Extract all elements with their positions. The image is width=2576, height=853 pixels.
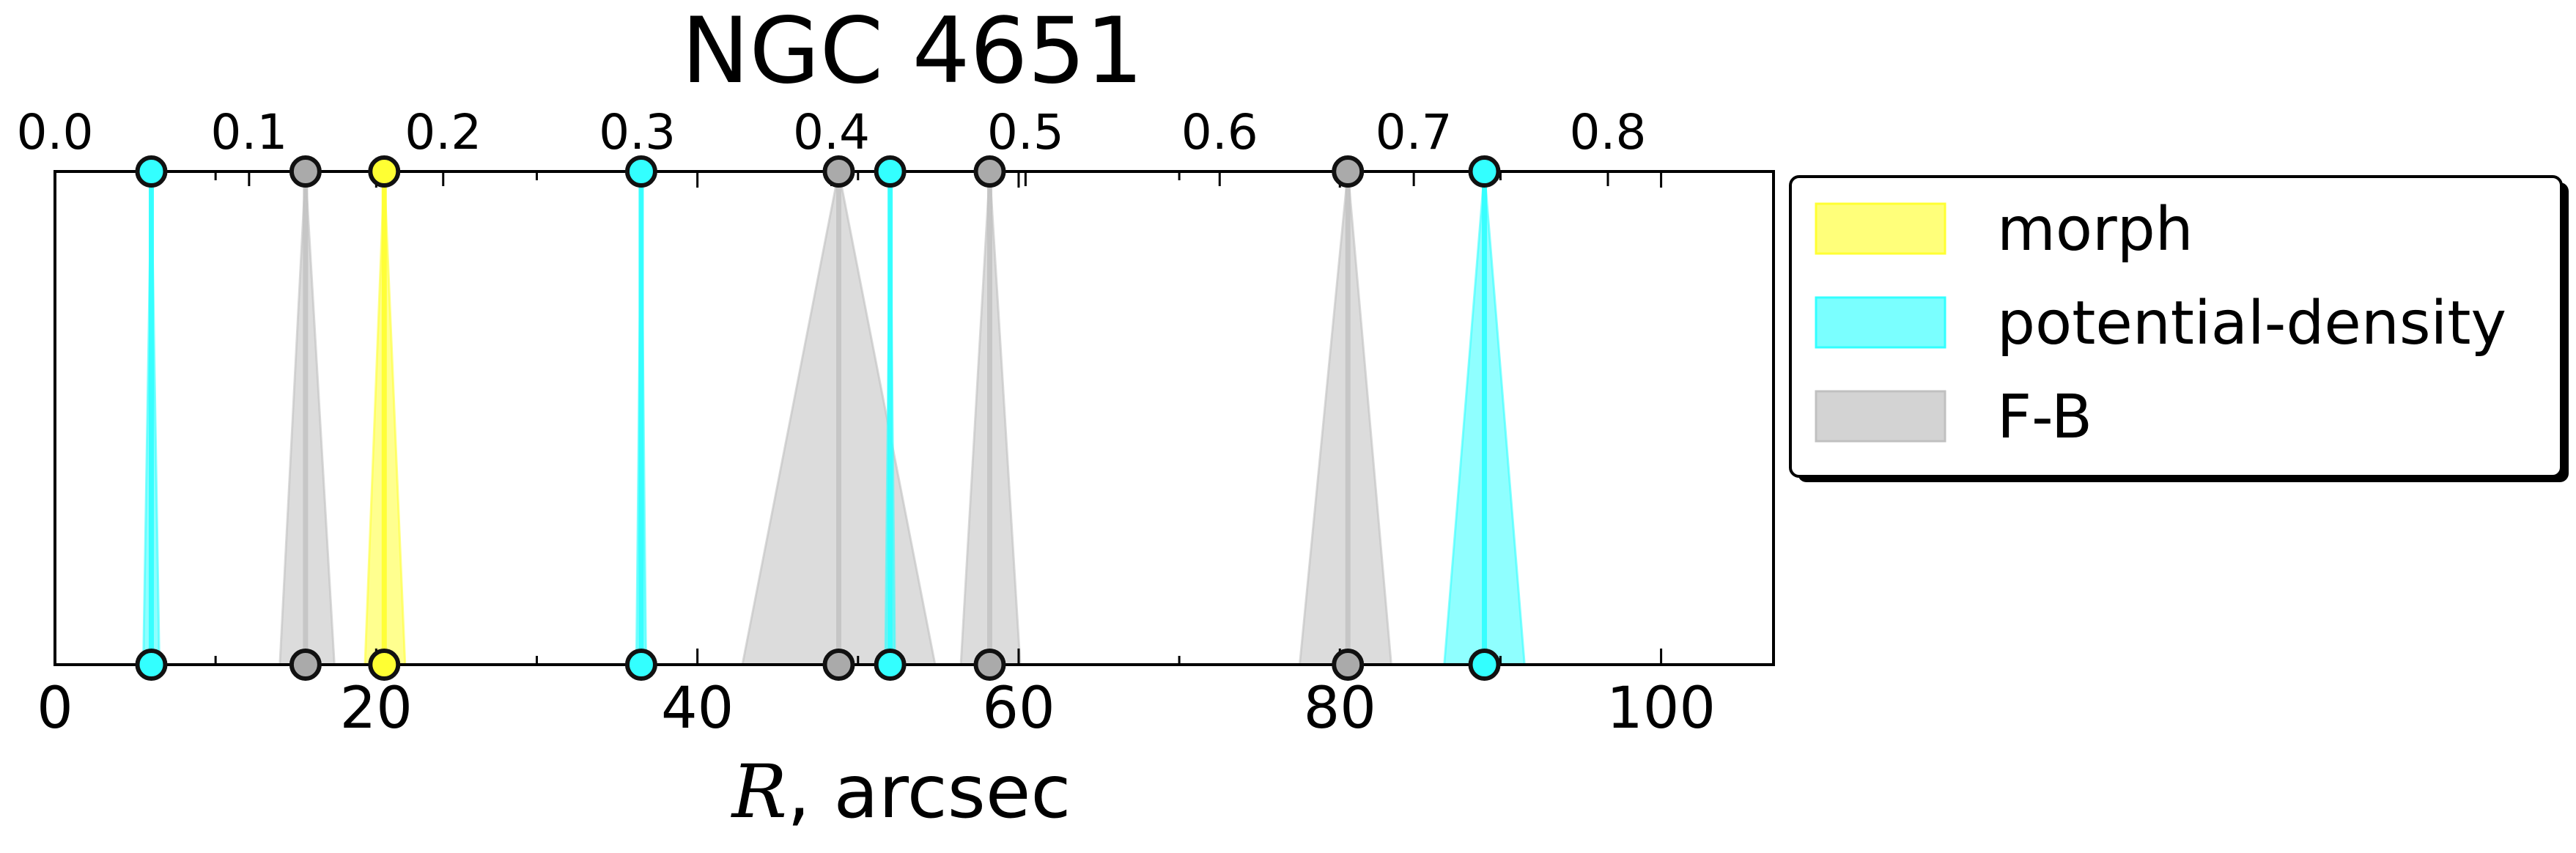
top-tick-label-1: 0.1 bbox=[210, 104, 287, 160]
potential-density-marker-bottom-4 bbox=[1468, 649, 1501, 681]
top-tick-label-2: 0.2 bbox=[405, 104, 481, 160]
f-b-marker-bottom-3 bbox=[973, 649, 1006, 681]
top-tick-label-4: 0.4 bbox=[793, 104, 870, 160]
legend-label-potential-density: potential-density bbox=[1997, 289, 2506, 358]
top-axis: 0.0 0.1 0.2 0.3 0.4 0.5 0.6 0.7 0.8 bbox=[17, 104, 1647, 186]
potential-density-marker-bottom-3 bbox=[874, 649, 907, 681]
x-tick-label-40: 40 bbox=[661, 676, 734, 742]
potential-density-marker-top-4 bbox=[1468, 155, 1501, 188]
top-tick-label-5: 0.5 bbox=[987, 104, 1064, 160]
legend-swatch-potential-density bbox=[1815, 296, 1946, 349]
legend-label-morph: morph bbox=[1997, 195, 2193, 265]
plot-frame bbox=[53, 170, 1775, 666]
bands-layer bbox=[142, 171, 1526, 666]
legend-swatch-f-b bbox=[1815, 390, 1946, 443]
x-tick-label-20: 20 bbox=[340, 676, 413, 742]
top-tick-label-6: 0.6 bbox=[1181, 104, 1258, 160]
markers-layer bbox=[135, 155, 1501, 681]
legend-swatch-morph bbox=[1815, 202, 1946, 255]
top-tick-label-8: 0.8 bbox=[1570, 104, 1647, 160]
top-tick-label-0: 0.0 bbox=[17, 104, 94, 160]
potential-density-marker-bottom-2 bbox=[624, 649, 657, 681]
x-tick-label-80: 80 bbox=[1304, 676, 1376, 742]
legend-label-f-b: F-B bbox=[1997, 383, 2092, 452]
f-b-marker-bottom-1 bbox=[289, 649, 322, 681]
f-b-marker-top-1 bbox=[289, 155, 322, 188]
f-b-marker-top-3 bbox=[973, 155, 1006, 188]
legend-items: morph potential-density F-B bbox=[1815, 195, 2506, 452]
x-axis-label-variable: R bbox=[731, 749, 787, 835]
top-tick-label-3: 0.3 bbox=[599, 104, 676, 160]
f-b-marker-top-2 bbox=[822, 155, 855, 188]
potential-density-marker-top-3 bbox=[874, 155, 907, 188]
legend-box bbox=[1789, 175, 2563, 478]
x-axis-label-unit: , arcsec bbox=[787, 749, 1071, 835]
f-b-marker-top-4 bbox=[1332, 155, 1365, 188]
potential-density-marker-top-1 bbox=[135, 155, 168, 188]
morph-marker-top-1 bbox=[368, 155, 401, 188]
potential-density-marker-bottom-1 bbox=[135, 649, 168, 681]
morph-marker-bottom-1 bbox=[368, 649, 401, 681]
bottom-axis: 0 20 40 60 80 100 bbox=[37, 171, 1716, 742]
chart-title: NGC 4651 bbox=[682, 0, 1143, 104]
top-tick-label-7: 0.7 bbox=[1376, 104, 1453, 160]
x-tick-label-60: 60 bbox=[982, 676, 1055, 742]
f-b-marker-bottom-2 bbox=[822, 649, 855, 681]
f-b-marker-bottom-4 bbox=[1332, 649, 1365, 681]
x-tick-label-0: 0 bbox=[37, 676, 73, 742]
x-tick-label-100: 100 bbox=[1606, 676, 1716, 742]
potential-density-marker-top-2 bbox=[624, 155, 657, 188]
x-axis-label: R, arcsec bbox=[731, 749, 1071, 835]
legend: morph potential-density F-B bbox=[1789, 175, 2569, 482]
